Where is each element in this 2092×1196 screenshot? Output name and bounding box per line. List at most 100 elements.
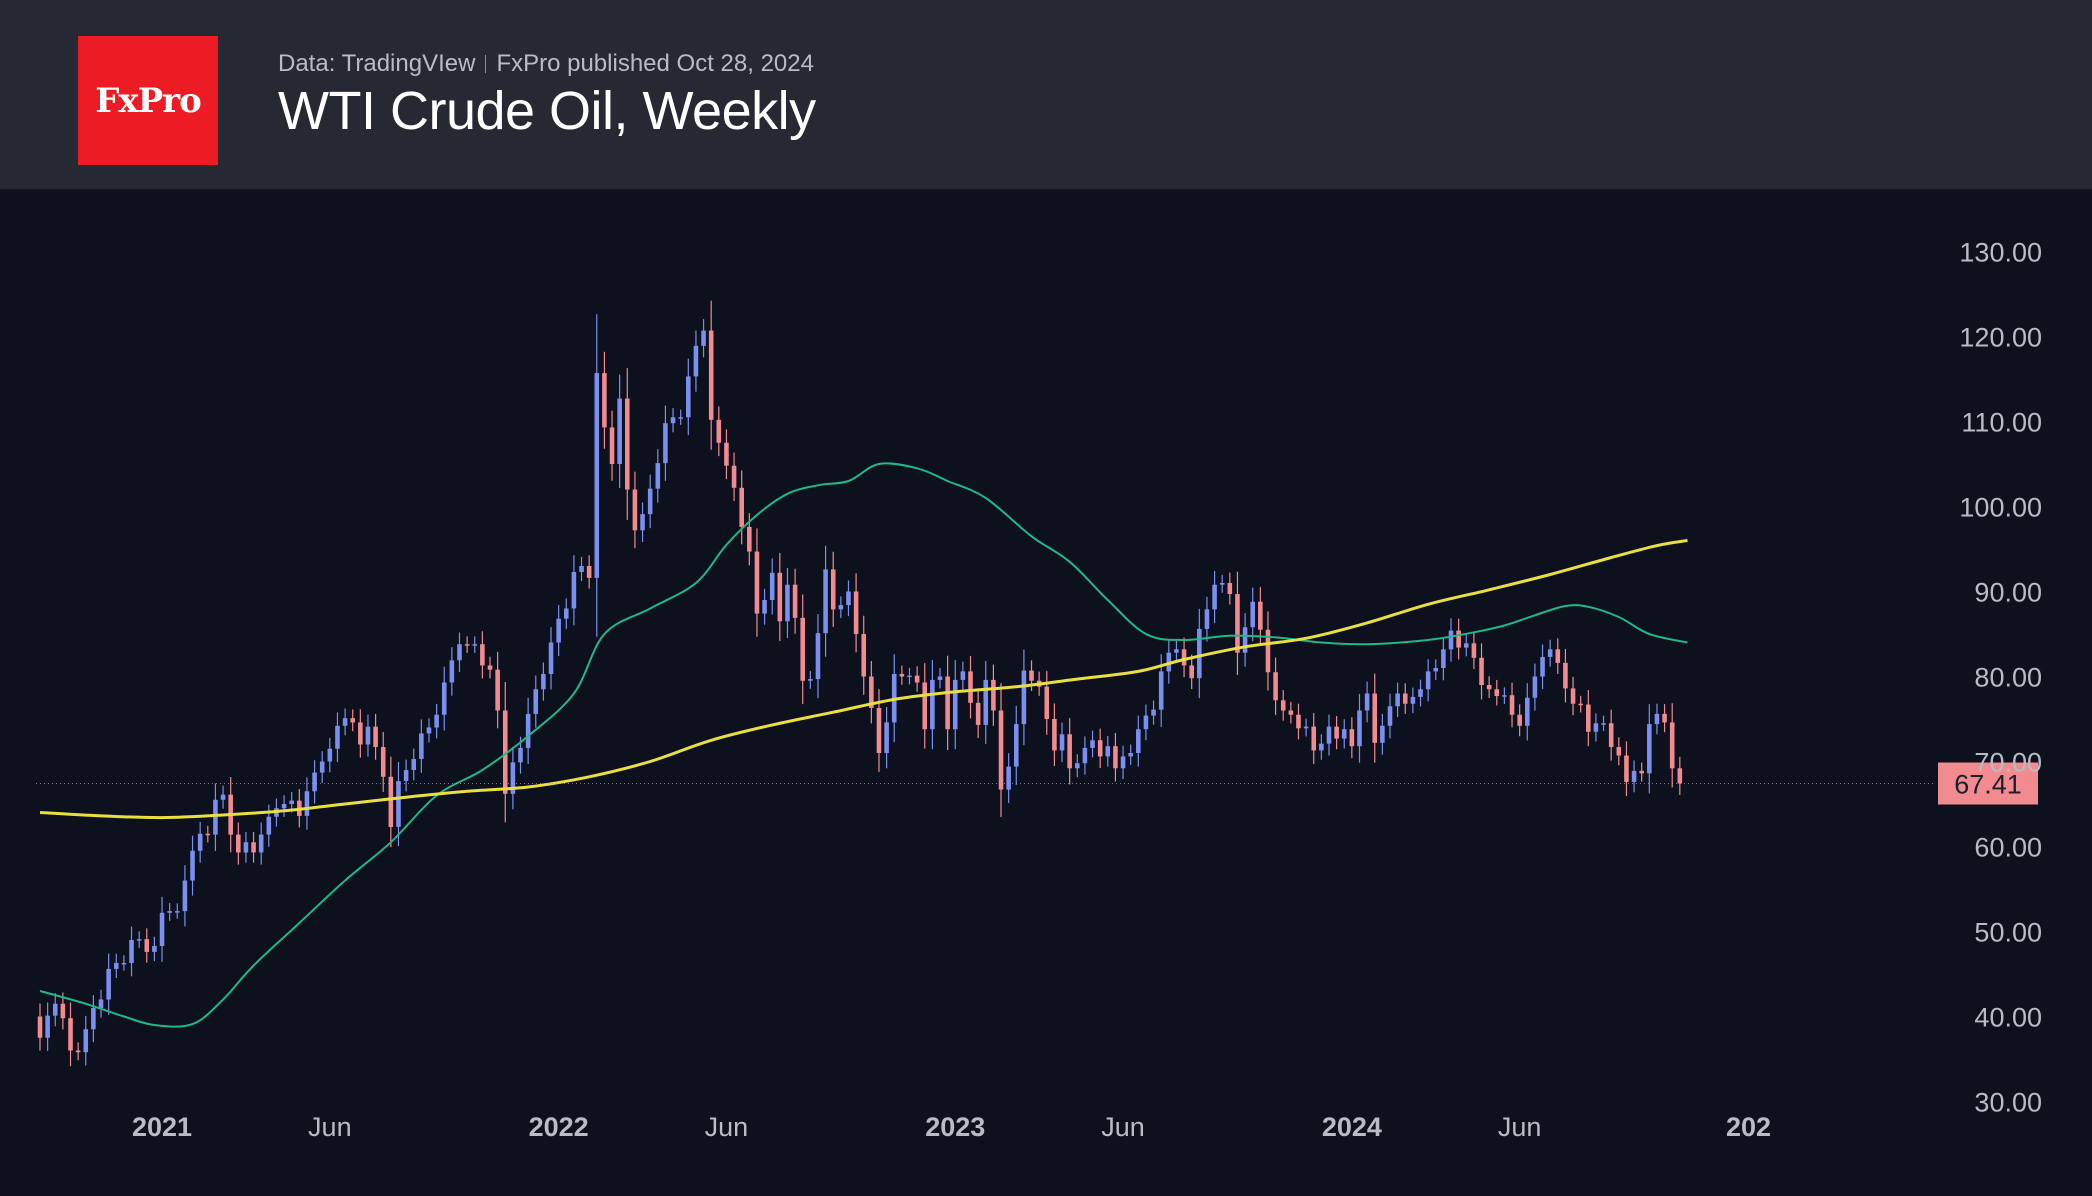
candle-up [175,903,180,919]
candle-body [1372,693,1378,743]
candle-up [52,993,58,1027]
candle-body [1242,627,1248,653]
candle-down [68,1002,73,1067]
candle-up [1128,744,1133,765]
x-tick-label: 2021 [132,1112,192,1142]
candle-down [1052,703,1057,766]
candle-body [205,833,211,836]
y-tick-label: 50.00 [1974,918,2042,948]
candle-body [1303,726,1309,729]
x-tick-label: Jun [1101,1112,1145,1142]
candle-body [68,1018,73,1051]
data-source-label: Data: TradingVIew [278,50,476,77]
candle-body [808,679,813,681]
candle-body [1349,729,1355,747]
candle-body [1097,740,1103,757]
candle-up [579,556,584,582]
candle-body [1044,686,1050,719]
candle-body [525,713,531,748]
candle-up [1441,636,1446,681]
candle-body [548,642,554,674]
candle-up [258,822,264,865]
candle-up [686,358,691,436]
candle-up [419,719,424,773]
candle-body [1052,719,1057,751]
candle-up [472,636,478,653]
candle-down [388,756,394,848]
candle-body [449,660,455,683]
candle-body [1540,656,1545,677]
candle-up [563,598,569,629]
candle-body [1555,649,1561,663]
candle-body [1341,729,1347,739]
candle-body [1189,665,1194,679]
candle-body [1067,734,1072,769]
candle-body [319,761,325,773]
candle-body [1563,662,1568,689]
candle-down [899,665,905,685]
candle-body [777,572,783,622]
candle-down [1372,673,1378,763]
candle-up [693,330,699,392]
candle-body [350,718,355,723]
candle-body [869,676,874,708]
candle-body [1647,724,1652,774]
candle-up [1647,704,1652,794]
chart-title: WTI Crude Oil, Weekly [278,81,816,141]
y-tick-label: 70.00 [1974,748,2042,778]
candle-up [1151,700,1156,725]
candle-down [1677,756,1683,795]
candle-up [106,953,111,1015]
last-price-label: 67.41 [1938,762,2038,805]
fxpro-logo: FxPro [78,36,218,165]
candle-body [1570,688,1576,704]
candle-body [1624,755,1629,782]
candle-body [617,398,622,464]
candle-down [1639,762,1644,782]
candle-up [838,596,844,619]
candle-down [1669,703,1675,788]
candle-down [708,300,714,450]
candle-down [602,351,607,449]
candle-body [739,487,744,527]
candle-body [609,427,615,464]
candle-body [1402,693,1408,704]
y-tick-label: 40.00 [1974,1003,2042,1033]
candle-up [1410,687,1416,714]
candle-down [625,368,630,520]
candle-body [457,644,462,661]
candle-down [464,636,470,653]
candle-body [365,726,371,745]
candle-down [1044,670,1050,735]
last-price-label-bg [1938,762,2038,805]
candle-down [853,573,859,653]
candle-down [373,713,378,760]
candle-up [1006,753,1011,803]
moving-average-fast-line [39,462,1688,1028]
candle-body [747,526,752,552]
candle-up [342,708,348,736]
candle-body [785,584,790,622]
candle-body [1158,671,1164,710]
candle-body [1082,747,1088,764]
candle-body [1433,668,1439,672]
candle-body [1090,740,1095,748]
candle-up [190,835,195,896]
candle-down [1288,701,1294,724]
candle-body [60,1003,66,1019]
candle-body [1654,713,1660,725]
candle-body [1151,709,1156,716]
candle-body [1326,726,1332,744]
candle-down [861,615,867,695]
candle-body [670,417,676,424]
candle-body [1128,753,1133,757]
candle-down [1181,637,1187,678]
candle-body [1021,670,1027,725]
candle-up [655,449,661,503]
candle-down [731,452,737,501]
candle-down [1265,611,1271,691]
candle-down [739,470,744,545]
candle-down [800,594,805,705]
candle-down [1349,717,1355,759]
candle-body [998,710,1004,790]
